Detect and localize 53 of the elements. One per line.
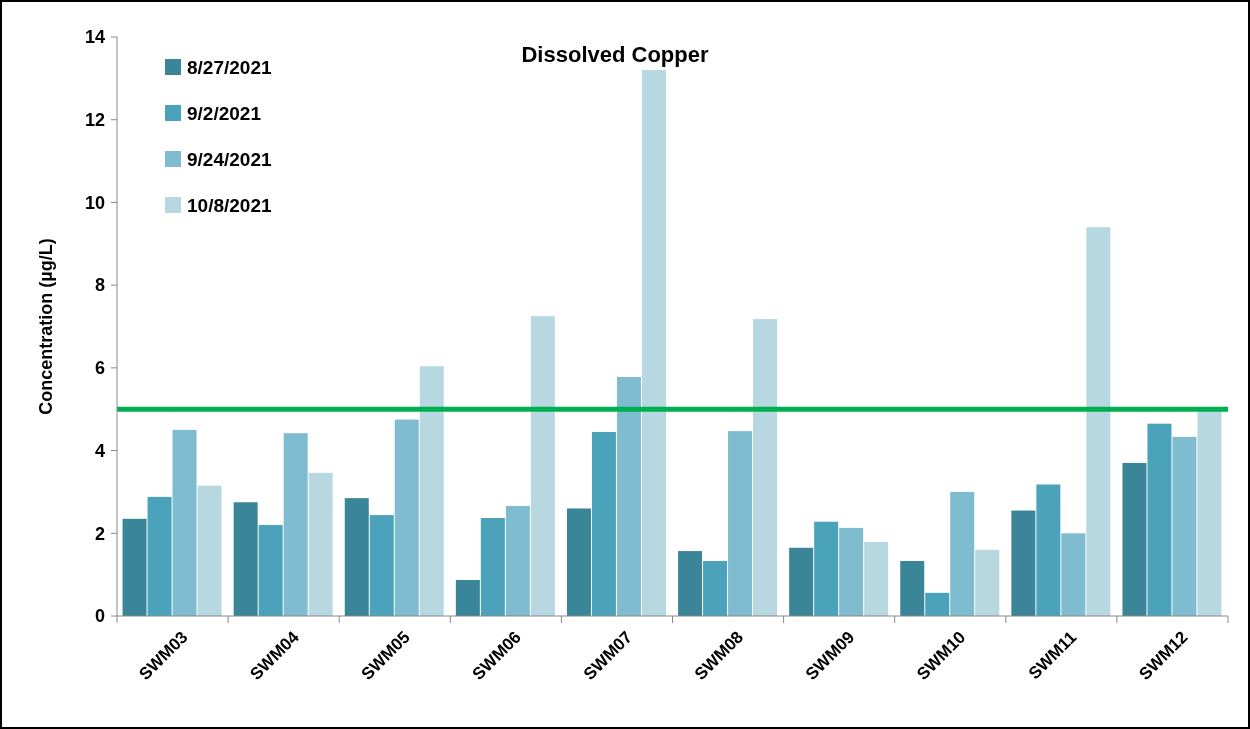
y-tick-label: 2 bbox=[94, 523, 105, 544]
bar bbox=[814, 521, 839, 616]
bar bbox=[678, 551, 703, 616]
bar bbox=[1172, 436, 1197, 616]
bar bbox=[839, 527, 864, 616]
bar bbox=[925, 592, 950, 616]
bar bbox=[975, 549, 1000, 616]
legend-label: 8/27/2021 bbox=[187, 56, 272, 78]
bar bbox=[728, 431, 753, 616]
bar bbox=[455, 580, 480, 616]
bar bbox=[233, 502, 258, 616]
bar bbox=[753, 319, 778, 616]
bar bbox=[283, 433, 308, 616]
bar bbox=[505, 505, 530, 616]
bar bbox=[591, 431, 616, 616]
bar bbox=[900, 561, 925, 616]
y-tick-label: 8 bbox=[94, 275, 105, 296]
bar bbox=[566, 508, 591, 616]
bar bbox=[147, 496, 172, 616]
bar bbox=[394, 419, 419, 616]
bar bbox=[641, 70, 666, 616]
bar bbox=[308, 472, 333, 616]
y-axis-title: Concentration (µg/L) bbox=[36, 238, 56, 415]
bar bbox=[1122, 462, 1147, 616]
bar bbox=[789, 547, 814, 616]
bar bbox=[1147, 423, 1172, 616]
bar bbox=[480, 517, 505, 616]
y-tick-label: 10 bbox=[84, 192, 105, 213]
legend-label: 10/8/2021 bbox=[187, 194, 272, 216]
bar bbox=[419, 366, 444, 616]
legend-label: 9/2/2021 bbox=[187, 102, 262, 124]
chart-title: Dissolved Copper bbox=[521, 42, 709, 67]
bar bbox=[1086, 227, 1111, 616]
legend-label: 9/24/2021 bbox=[187, 148, 272, 170]
y-tick-label: 12 bbox=[84, 110, 105, 131]
bar bbox=[616, 376, 641, 616]
bar bbox=[703, 561, 728, 616]
bar bbox=[369, 515, 394, 616]
bar bbox=[1036, 484, 1061, 616]
bar bbox=[864, 541, 889, 616]
bar bbox=[258, 525, 283, 616]
bar bbox=[530, 316, 555, 616]
bar bbox=[950, 491, 975, 616]
y-tick-label: 14 bbox=[84, 27, 105, 48]
bar bbox=[1011, 510, 1036, 616]
bar bbox=[172, 429, 197, 616]
bar bbox=[122, 518, 147, 616]
bar bbox=[344, 498, 369, 616]
y-tick-label: 6 bbox=[94, 358, 105, 379]
bar bbox=[1061, 533, 1086, 616]
bar bbox=[197, 485, 222, 616]
y-tick-label: 0 bbox=[94, 606, 105, 627]
y-tick-label: 4 bbox=[94, 440, 105, 461]
